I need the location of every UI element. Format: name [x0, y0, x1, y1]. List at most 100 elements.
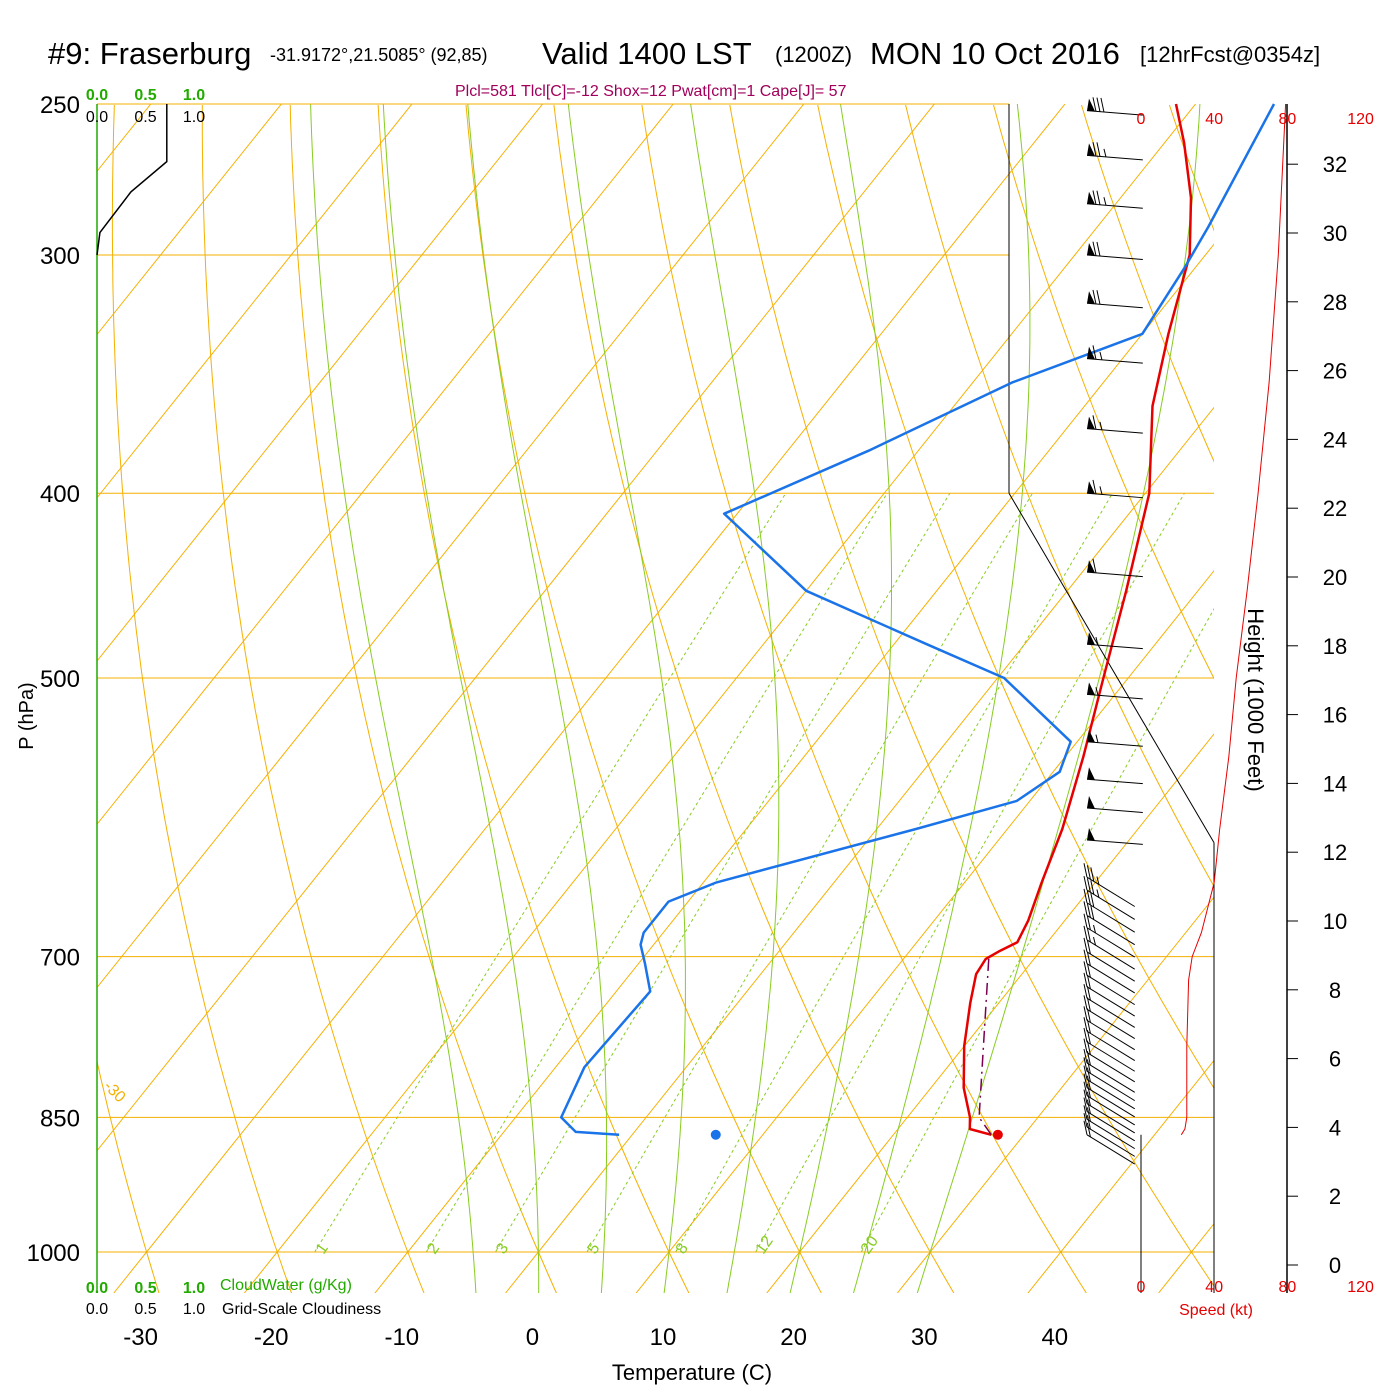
wind-barb: [1083, 1027, 1136, 1072]
dry-adiabat-line: [289, 104, 557, 1293]
mixing-ratio-line: [314, 492, 787, 1253]
barb-flag: [1086, 1075, 1091, 1090]
height-tick-label: 10: [1323, 909, 1347, 934]
height-tick-label: 32: [1323, 152, 1347, 177]
barb-half-flag: [1093, 937, 1097, 946]
height-tick-label: 16: [1323, 703, 1347, 728]
barb-flag: [1086, 865, 1091, 880]
wind-barb: [1086, 241, 1143, 260]
barb-pennant: [1087, 796, 1095, 809]
x-tick-label: 10: [650, 1324, 677, 1351]
barb-flag: [1096, 97, 1101, 112]
barb-flag: [1086, 903, 1091, 918]
wind-speed-tick-label: 40: [1205, 1279, 1223, 1296]
dry-adiabat-line: [1168, 104, 1214, 232]
barb-flag: [1083, 961, 1088, 976]
height-axis-label: Height (1000 Feet): [1243, 608, 1268, 791]
cloudiness-top-tick: 0.0: [86, 109, 108, 126]
barb-staff: [1086, 571, 1143, 578]
barb-flag: [1086, 951, 1091, 966]
barb-flag: [1083, 949, 1088, 964]
barb-staff: [1086, 1118, 1136, 1150]
barb-pennant: [1087, 560, 1095, 573]
barb-flag: [1086, 974, 1091, 990]
cloudwater-bottom-tick: 0.5: [134, 1280, 156, 1297]
wind-barb: [1083, 876, 1136, 920]
barb-staff: [1086, 302, 1143, 309]
barb-staff: [1086, 1070, 1136, 1102]
barb-staff: [1086, 1079, 1136, 1110]
moist-adiabat-line: [310, 104, 477, 1293]
barb-staff: [1086, 876, 1136, 907]
mixing-ratio-label: 8: [673, 1240, 692, 1257]
dry-adiabat-line: [641, 104, 1087, 1293]
barb-flag: [1083, 1027, 1088, 1043]
mixing-ratio-label: 2: [424, 1240, 443, 1257]
temperature-surface-marker: [992, 1129, 1003, 1140]
barb-staff: [1086, 741, 1143, 747]
barb-flag: [1083, 1006, 1088, 1021]
wind-barb: [1086, 479, 1143, 499]
wind-barb: [1083, 937, 1136, 982]
barb-staff: [1086, 1095, 1136, 1126]
wind-barb: [1086, 796, 1143, 813]
wind-barb: [1086, 767, 1143, 785]
moist-adiabat-line: [690, 104, 780, 1293]
wind-barb: [1083, 995, 1136, 1040]
barb-staff: [1086, 1111, 1136, 1142]
cloudwater-top-tick: 1.0: [183, 87, 205, 104]
mixing-ratio-label: 12: [753, 1233, 777, 1257]
barb-staff: [1086, 643, 1143, 650]
barb-staff: [1086, 1019, 1136, 1051]
sounding-indices: Plcl=581 Tlcl[C]=-12 Shox=12 Pwat[cm]=1 …: [455, 83, 847, 100]
barb-pennant: [1087, 416, 1095, 430]
isotherm-line: [97, 104, 543, 662]
wind-barb: [1083, 1017, 1136, 1061]
barb-half-flag: [1095, 636, 1099, 646]
moist-adiabat-line: [916, 104, 1201, 1293]
wind-speed-tick-label: 40: [1205, 111, 1223, 128]
wind-barb: [1083, 863, 1136, 907]
height-tick-label: 28: [1323, 290, 1347, 315]
dry-adiabat-line: [97, 1059, 160, 1293]
barb-staff: [1086, 974, 1136, 1006]
barb-staff: [1086, 1052, 1136, 1083]
wind-barb: [1086, 682, 1143, 700]
barb-flag: [1086, 1008, 1091, 1023]
x-tick-label: -30: [123, 1324, 158, 1351]
barb-staff: [1086, 951, 1136, 982]
isotherm-line: [635, 569, 1214, 1293]
cloudiness-top-tick: 1.0: [183, 109, 205, 126]
wind-barb: [1083, 984, 1136, 1028]
wind-barb: [1086, 345, 1143, 364]
barb-flag: [1083, 1073, 1088, 1088]
dry-adiabat-line: [1081, 104, 1214, 463]
wind-barb: [1086, 289, 1143, 309]
barb-flag: [1092, 289, 1097, 305]
barb-half-flag: [1095, 687, 1099, 696]
barb-staff: [1086, 492, 1143, 499]
barb-pennant: [1087, 98, 1095, 112]
mixing-ratio-label: 20: [858, 1233, 882, 1257]
barb-staff: [1086, 110, 1143, 116]
wind-barb: [1086, 827, 1143, 845]
barb-staff: [1086, 358, 1143, 364]
dry-adiabat-line: [465, 104, 822, 1293]
height-tick-label: 4: [1329, 1115, 1341, 1140]
wind-barb: [1086, 415, 1143, 434]
barb-flag: [1090, 867, 1095, 882]
right-frame-slant: [1008, 492, 1215, 843]
barb-flag: [1086, 915, 1091, 930]
barb-flag: [1083, 925, 1088, 941]
barb-staff: [1086, 254, 1143, 260]
barb-pennant: [1087, 729, 1095, 743]
barb-flag: [1083, 1112, 1088, 1128]
x-tick-label: 20: [780, 1324, 807, 1351]
temperature-line: [962, 103, 1193, 1137]
wind-barb: [1083, 1097, 1136, 1142]
dry-adiabat-line: [905, 104, 1214, 888]
wind-barb: [1083, 913, 1136, 958]
height-tick-label: 0: [1329, 1253, 1341, 1278]
barb-flag: [1092, 97, 1097, 112]
